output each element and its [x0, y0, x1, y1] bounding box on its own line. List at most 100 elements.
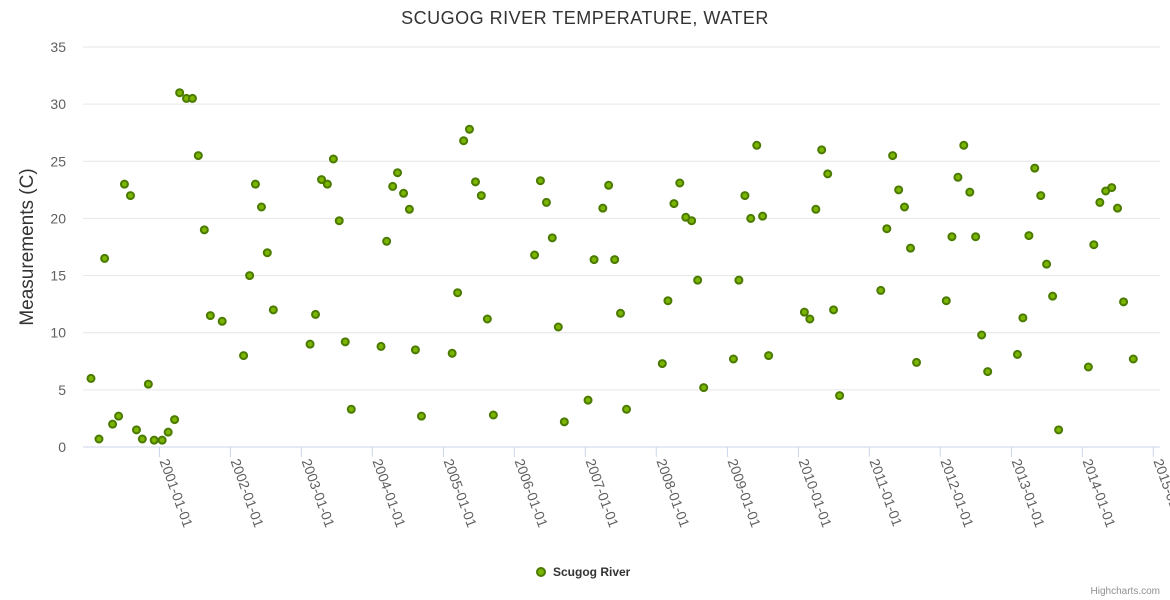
data-point[interactable]: [262, 248, 272, 258]
data-point[interactable]: [476, 191, 486, 201]
credits-link[interactable]: Highcharts.com: [1091, 586, 1160, 597]
data-point[interactable]: [616, 308, 625, 318]
data-point[interactable]: [888, 151, 898, 161]
data-point[interactable]: [131, 425, 141, 435]
data-point[interactable]: [346, 404, 356, 414]
data-point[interactable]: [947, 232, 957, 242]
data-point[interactable]: [752, 140, 762, 150]
data-point[interactable]: [1042, 259, 1052, 269]
data-point[interactable]: [657, 359, 667, 369]
data-point[interactable]: [453, 288, 463, 298]
legend[interactable]: Scugog River: [536, 565, 631, 579]
data-point[interactable]: [305, 339, 315, 349]
data-point[interactable]: [535, 176, 545, 186]
data-point[interactable]: [604, 180, 614, 190]
data-point[interactable]: [547, 233, 557, 243]
data-point[interactable]: [410, 345, 420, 355]
data-point[interactable]: [740, 191, 750, 201]
data-point[interactable]: [1083, 362, 1093, 372]
data-point[interactable]: [447, 348, 457, 358]
data-point[interactable]: [149, 435, 159, 445]
data-point[interactable]: [393, 168, 403, 178]
data-point[interactable]: [610, 255, 620, 265]
data-point[interactable]: [912, 357, 922, 367]
data-point[interactable]: [470, 177, 480, 187]
data-point[interactable]: [334, 216, 344, 226]
data-point[interactable]: [137, 434, 147, 444]
data-point[interactable]: [687, 216, 697, 226]
data-point[interactable]: [157, 435, 167, 445]
data-point[interactable]: [1012, 349, 1022, 359]
data-point[interactable]: [482, 314, 492, 324]
data-point[interactable]: [669, 199, 679, 209]
data-point[interactable]: [941, 296, 951, 306]
data-point[interactable]: [1030, 163, 1040, 173]
data-point[interactable]: [953, 172, 963, 182]
data-point[interactable]: [746, 213, 756, 223]
data-point[interactable]: [416, 411, 426, 421]
data-point[interactable]: [170, 415, 180, 425]
data-point[interactable]: [376, 341, 386, 351]
data-point[interactable]: [175, 88, 185, 98]
data-point[interactable]: [464, 124, 474, 134]
data-point[interactable]: [114, 411, 124, 421]
data-point[interactable]: [193, 151, 203, 161]
data-point[interactable]: [983, 367, 993, 377]
data-point[interactable]: [894, 185, 904, 195]
data-points[interactable]: [86, 88, 1138, 445]
data-point[interactable]: [823, 169, 833, 179]
data-point[interactable]: [799, 307, 809, 317]
data-point[interactable]: [811, 204, 821, 214]
data-point[interactable]: [598, 203, 608, 213]
data-point[interactable]: [805, 314, 815, 324]
data-point[interactable]: [1107, 183, 1117, 193]
data-point[interactable]: [699, 383, 709, 393]
data-point[interactable]: [541, 197, 551, 207]
data-point[interactable]: [758, 211, 768, 221]
data-point[interactable]: [622, 404, 632, 414]
data-point[interactable]: [959, 140, 969, 150]
data-point[interactable]: [559, 417, 569, 427]
data-point[interactable]: [322, 179, 332, 189]
data-point[interactable]: [1036, 191, 1046, 201]
data-point[interactable]: [239, 351, 249, 361]
data-point[interactable]: [108, 419, 118, 429]
data-point[interactable]: [125, 191, 135, 201]
data-point[interactable]: [404, 204, 414, 214]
data-point[interactable]: [728, 354, 738, 364]
data-point[interactable]: [817, 145, 827, 155]
data-point[interactable]: [899, 202, 909, 212]
data-point[interactable]: [1095, 197, 1105, 207]
data-point[interactable]: [965, 187, 975, 197]
data-point[interactable]: [250, 179, 260, 189]
data-point[interactable]: [143, 379, 153, 389]
data-point[interactable]: [675, 178, 685, 188]
data-point[interactable]: [764, 351, 774, 361]
data-point[interactable]: [734, 275, 744, 285]
data-point[interactable]: [382, 236, 392, 246]
data-point[interactable]: [663, 296, 673, 306]
data-point[interactable]: [882, 224, 892, 234]
data-point[interactable]: [589, 255, 599, 265]
data-point[interactable]: [187, 93, 197, 103]
data-point[interactable]: [693, 275, 703, 285]
data-point[interactable]: [488, 410, 498, 420]
legend-label[interactable]: Scugog River: [553, 565, 631, 579]
data-point[interactable]: [977, 330, 987, 340]
data-point[interactable]: [94, 434, 104, 444]
data-point[interactable]: [399, 188, 409, 198]
data-point[interactable]: [835, 391, 845, 401]
data-point[interactable]: [971, 232, 981, 242]
data-point[interactable]: [1054, 425, 1064, 435]
data-point[interactable]: [1119, 297, 1129, 307]
data-point[interactable]: [256, 202, 266, 212]
data-point[interactable]: [328, 154, 338, 164]
data-point[interactable]: [268, 305, 278, 315]
data-point[interactable]: [583, 395, 593, 405]
data-point[interactable]: [1024, 231, 1034, 241]
data-point[interactable]: [1113, 203, 1123, 213]
data-point[interactable]: [829, 305, 839, 315]
data-point[interactable]: [119, 179, 129, 189]
data-point[interactable]: [217, 316, 227, 326]
data-point[interactable]: [1089, 240, 1099, 250]
